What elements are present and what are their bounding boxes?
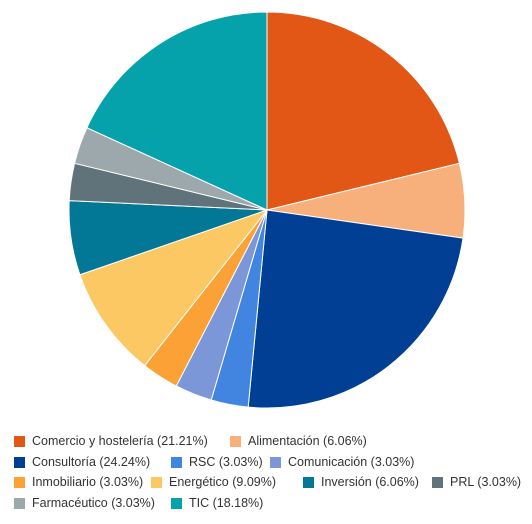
pie-slice-consultoria[interactable]	[247, 209, 464, 409]
legend-label: PRL (3.03%)	[450, 475, 522, 489]
legend-item-energetico[interactable]: Energético (9.09%)	[151, 473, 276, 491]
legend-swatch	[230, 435, 241, 447]
legend-label: Alimentación (6.06%)	[248, 434, 367, 448]
legend-label: Inmobiliario (3.03%)	[32, 475, 144, 489]
legend-item-inmobiliario[interactable]: Inmobiliario (3.03%)	[14, 473, 143, 491]
legend-item-farmaceutico[interactable]: Farmacéutico (3.03%)	[14, 494, 155, 512]
legend-item-rsc[interactable]: RSC (3.03%)	[171, 453, 263, 471]
legend-label: Farmacéutico (3.03%)	[32, 496, 155, 510]
legend-item-alimentacion[interactable]: Alimentación (6.06%)	[230, 432, 367, 450]
legend-label: TIC (18.18%)	[189, 496, 264, 510]
legend-item-prl[interactable]: PRL (3.03%)	[432, 473, 521, 491]
pie-chart-svg	[68, 11, 466, 409]
legend-swatch	[270, 456, 281, 468]
pie-slice-energetico[interactable]	[79, 209, 268, 367]
legend-item-comercio-y-hosteleria[interactable]: Comercio y hostelería (21.21%)	[14, 432, 208, 450]
legend-item-tic[interactable]: TIC (18.18%)	[171, 494, 263, 512]
legend-label: Inversión (6.06%)	[321, 475, 419, 489]
legend-label: Energético (9.09%)	[169, 475, 277, 489]
chart-legend: Comercio y hostelería (21.21%) Alimentac…	[0, 430, 532, 520]
legend-label: Consultoría (24.24%)	[32, 455, 151, 469]
legend-label: Comunicación (3.03%)	[288, 455, 415, 469]
legend-item-inversion[interactable]: Inversión (6.06%)	[303, 473, 419, 491]
legend-swatch	[14, 456, 25, 468]
legend-swatch	[14, 497, 25, 509]
legend-swatch	[432, 476, 443, 488]
legend-swatch	[14, 476, 25, 488]
legend-item-consultoria[interactable]: Consultoría (24.24%)	[14, 453, 150, 471]
pie-chart	[68, 11, 466, 409]
legend-swatch	[171, 497, 182, 509]
pie-slice-comercio-y-hosteleria[interactable]	[266, 11, 460, 211]
legend-label: Comercio y hostelería (21.21%)	[32, 434, 208, 448]
legend-swatch	[171, 456, 182, 468]
pie-slice-tic[interactable]	[86, 11, 268, 211]
legend-label: RSC (3.03%)	[189, 455, 263, 469]
legend-item-comunicacion[interactable]: Comunicación (3.03%)	[270, 453, 414, 471]
legend-swatch	[151, 476, 162, 488]
legend-swatch	[303, 476, 314, 488]
legend-swatch	[14, 435, 25, 447]
